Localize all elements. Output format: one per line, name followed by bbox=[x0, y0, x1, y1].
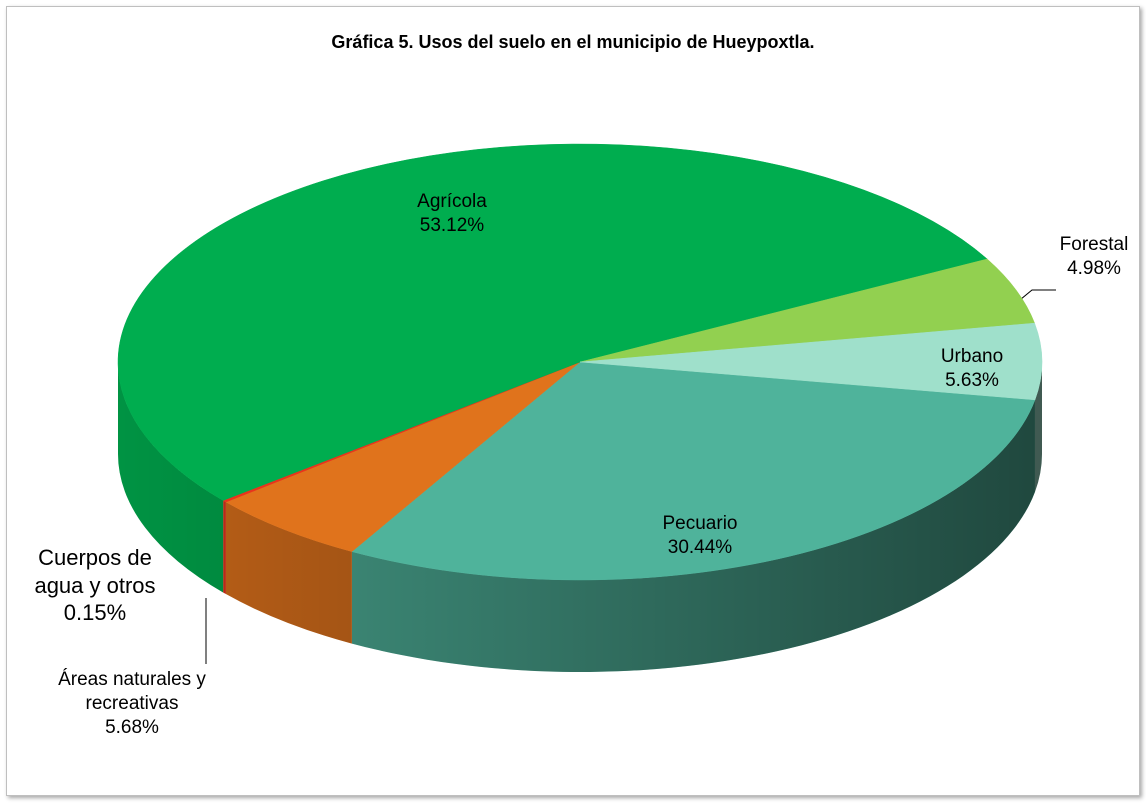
side-shade bbox=[1034, 362, 1042, 492]
side-shade bbox=[225, 502, 352, 644]
slice bbox=[225, 361, 581, 552]
label-text: Urbano bbox=[940, 346, 1004, 367]
slice-sides bbox=[118, 362, 1042, 673]
label-text: 5.68% bbox=[105, 716, 159, 738]
chart-title: Gráfica 5. Usos del suelo en el municipi… bbox=[331, 32, 815, 52]
label-text: Agrícola bbox=[417, 191, 487, 212]
slice bbox=[579, 258, 1035, 363]
data-label: Pecuario 30.44% bbox=[590, 512, 810, 560]
data-label: Forestal 4.98% bbox=[1039, 233, 1146, 281]
label-text: 4.98% bbox=[1067, 257, 1121, 279]
label-text: 0.15% bbox=[63, 600, 127, 625]
label-text: Cuerpos de agua y otros bbox=[34, 545, 156, 598]
slice bbox=[117, 143, 988, 501]
data-label: Áreas naturales y recreativas 5.68% bbox=[37, 668, 227, 739]
slice bbox=[351, 361, 1036, 581]
side-shade bbox=[351, 399, 1035, 673]
slice bbox=[579, 322, 1043, 401]
data-label: Urbano 5.63% bbox=[912, 345, 1032, 393]
data-label: Agrícola 53.12% bbox=[352, 190, 552, 238]
label-text: Forestal bbox=[1059, 234, 1129, 255]
side-shade bbox=[223, 500, 226, 595]
label-text: 30.44% bbox=[667, 536, 733, 558]
label-text: 5.63% bbox=[945, 369, 999, 391]
label-text: Áreas naturales y recreativas bbox=[58, 669, 206, 714]
label-text: Pecuario bbox=[662, 513, 738, 534]
side-shade bbox=[118, 362, 224, 593]
label-text: 53.12% bbox=[419, 214, 485, 236]
slice-tops bbox=[117, 143, 1043, 581]
data-label: Cuerpos de agua y otros 0.15% bbox=[20, 544, 170, 627]
